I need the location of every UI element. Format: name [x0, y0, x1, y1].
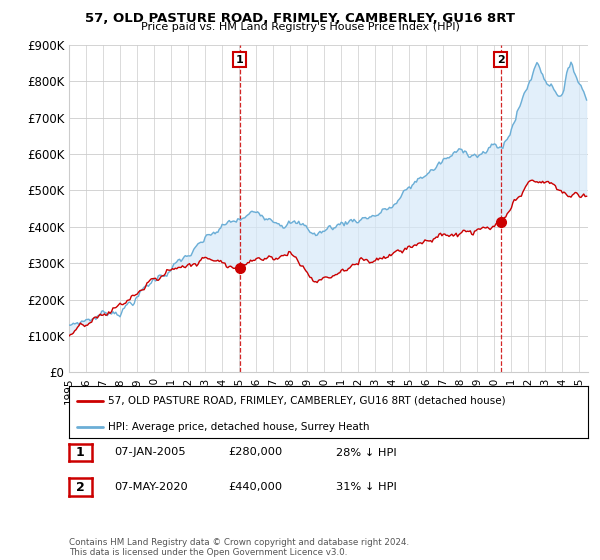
Text: 1: 1 [76, 446, 85, 459]
Text: 57, OLD PASTURE ROAD, FRIMLEY, CAMBERLEY, GU16 8RT: 57, OLD PASTURE ROAD, FRIMLEY, CAMBERLEY… [85, 12, 515, 25]
Text: 2: 2 [76, 480, 85, 494]
Text: 07-JAN-2005: 07-JAN-2005 [114, 447, 185, 458]
Text: 2: 2 [497, 55, 505, 64]
Text: 07-MAY-2020: 07-MAY-2020 [114, 482, 188, 492]
Text: 28% ↓ HPI: 28% ↓ HPI [336, 447, 397, 458]
Text: 1: 1 [236, 55, 244, 64]
Text: £280,000: £280,000 [228, 447, 282, 458]
Text: HPI: Average price, detached house, Surrey Heath: HPI: Average price, detached house, Surr… [108, 422, 370, 432]
Text: Price paid vs. HM Land Registry's House Price Index (HPI): Price paid vs. HM Land Registry's House … [140, 22, 460, 32]
Text: £440,000: £440,000 [228, 482, 282, 492]
Text: Contains HM Land Registry data © Crown copyright and database right 2024.
This d: Contains HM Land Registry data © Crown c… [69, 538, 409, 557]
Text: 57, OLD PASTURE ROAD, FRIMLEY, CAMBERLEY, GU16 8RT (detached house): 57, OLD PASTURE ROAD, FRIMLEY, CAMBERLEY… [108, 396, 506, 406]
Text: 31% ↓ HPI: 31% ↓ HPI [336, 482, 397, 492]
